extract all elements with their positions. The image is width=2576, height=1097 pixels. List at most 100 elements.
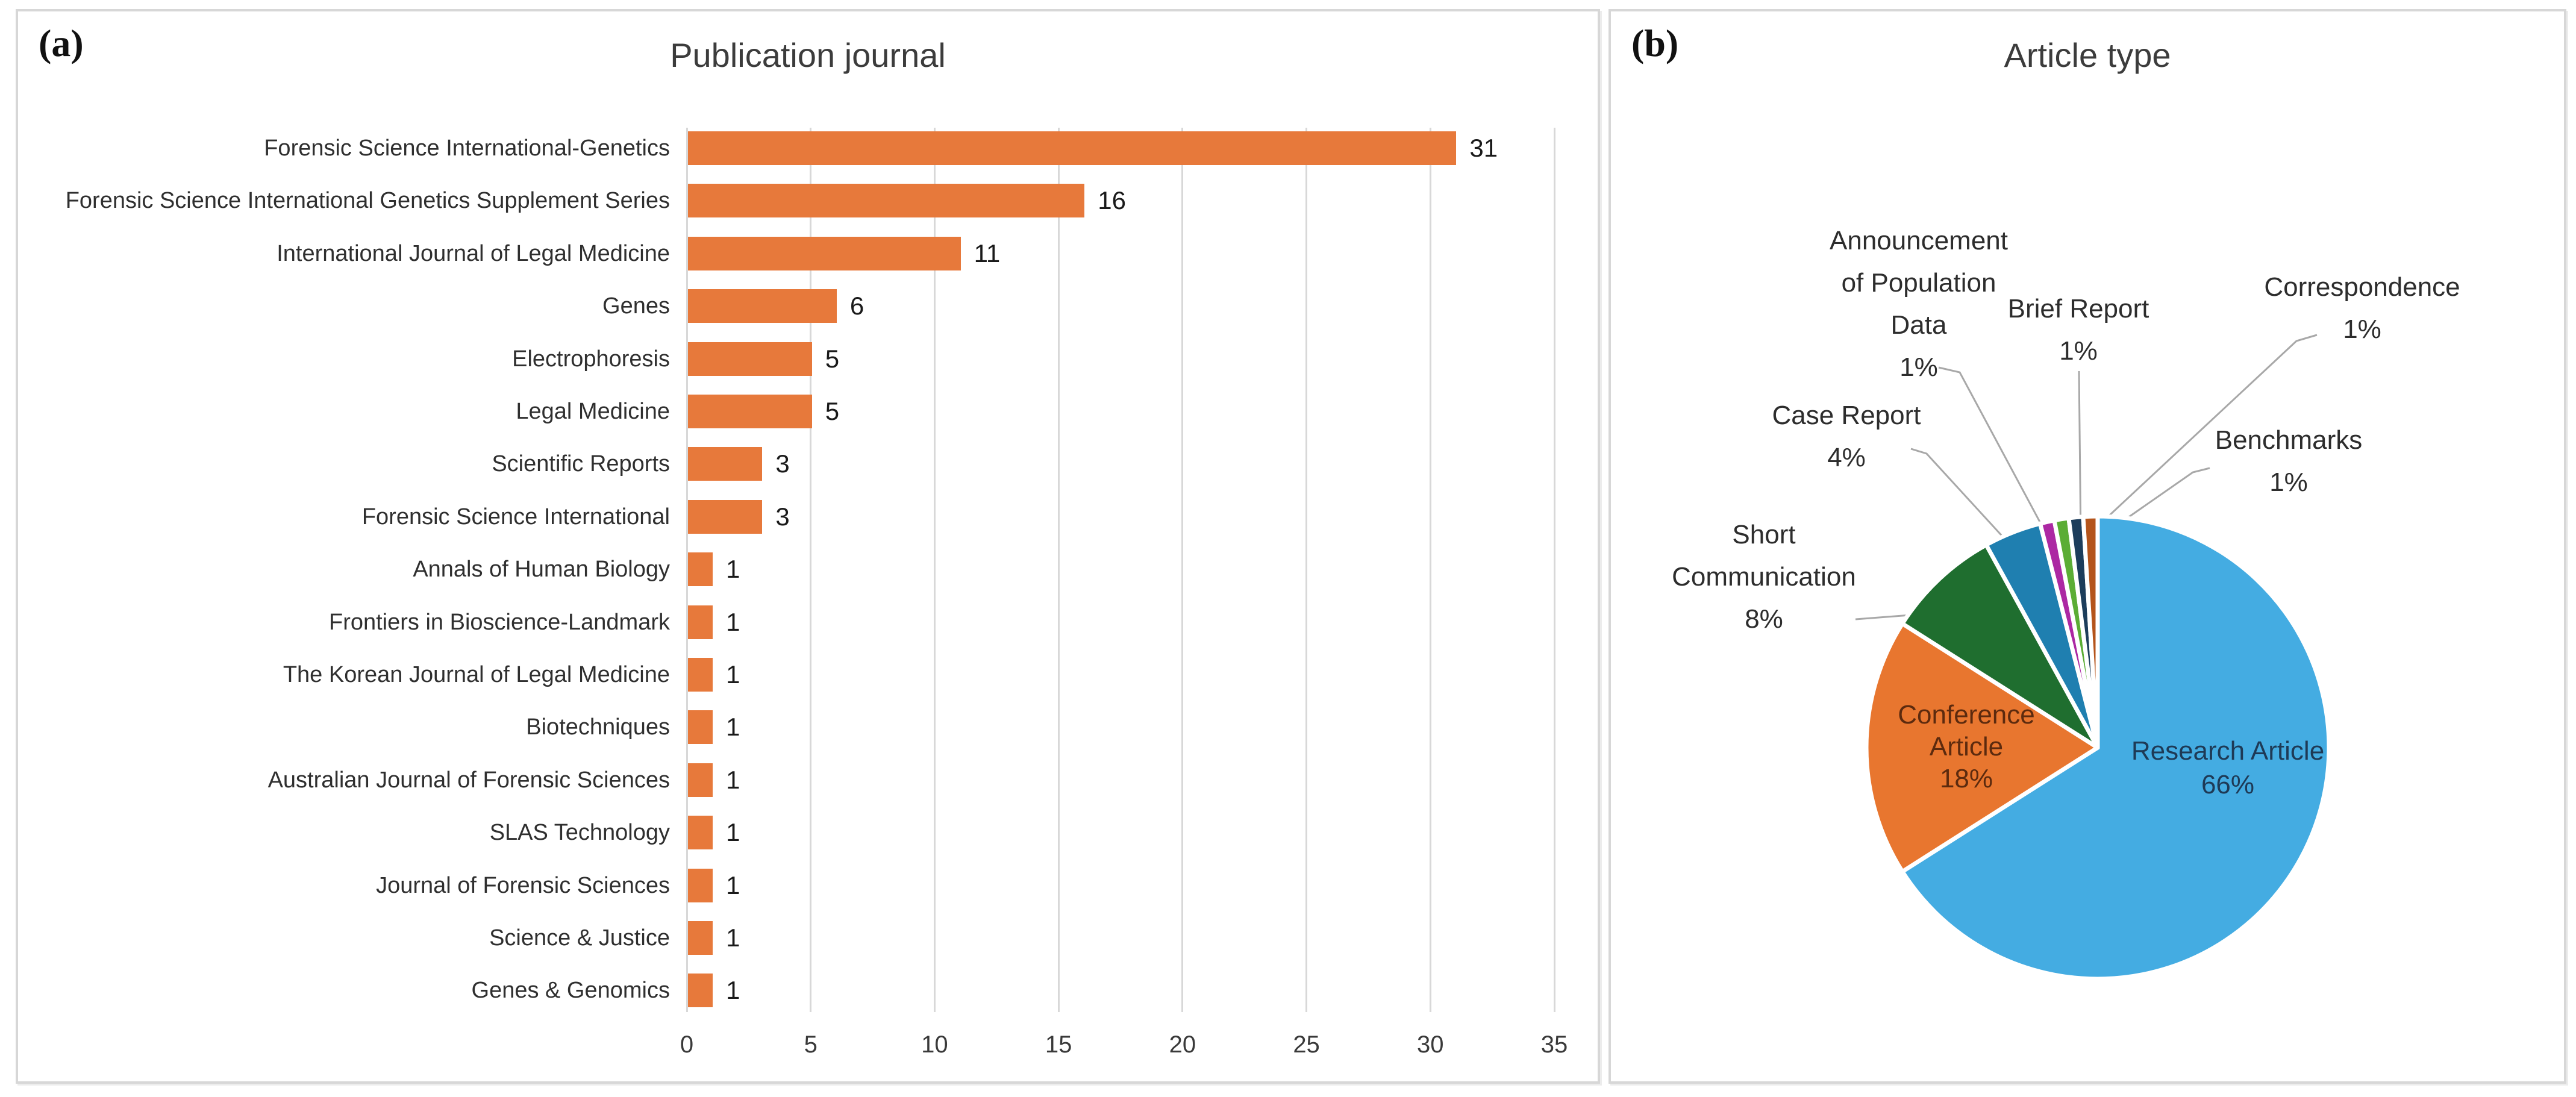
bar-international-journal-of-legal-medicine: [688, 236, 961, 270]
bar-value-label: 5: [825, 397, 840, 425]
pie-slice-label-short-communication: 8%: [1745, 604, 1783, 634]
pie-slice-label-brief-report: Brief Report: [2007, 294, 2149, 323]
x-axis-tick-label: 30: [1417, 1031, 1444, 1058]
bar-category-label: Forensic Science International: [361, 504, 670, 530]
pie-slice-label-correspondence: 1%: [2343, 314, 2381, 344]
panel-a-publication-journal: (a) Publication journal 0 5 10 15 20 25 30 35 Fo…: [16, 9, 1600, 1084]
bar-value-label: 16: [1098, 186, 1127, 215]
pie-leader-line-announcement-of-population-data: [1938, 366, 2051, 542]
bar-value-label: 6: [849, 292, 864, 320]
x-axis-tick-label: 0: [680, 1031, 694, 1058]
bar-category-label: International Journal of Legal Medicine: [277, 240, 670, 266]
pie-leader-line-correspondence: [2082, 334, 2318, 541]
bar-value-label: 1: [726, 713, 740, 742]
bar-biotechniques: [688, 710, 713, 745]
pie-chart-title: Article type: [2004, 36, 2171, 74]
bar-category-label: Science & Justice: [489, 925, 670, 951]
gridline: [810, 128, 812, 1012]
x-axis-tick-label: 25: [1293, 1031, 1320, 1058]
bar-genes-genomics: [688, 974, 713, 1008]
bar-forensic-science-international: [688, 499, 763, 534]
bar-forensic-science-international-genetics-supplement-series: [688, 184, 1085, 218]
pie-leader-line-case-report: [1910, 448, 2027, 563]
pie-slice-label-short-communication: Short: [1732, 520, 1796, 549]
bar-frontiers-in-bioscience-landmark: [688, 605, 713, 639]
bar-category-label: Scientific Reports: [492, 451, 670, 477]
bar-category-label: Genes: [602, 293, 670, 319]
bar-category-label: Annals of Human Biology: [413, 557, 670, 583]
bar-legal-medicine: [688, 395, 812, 428]
bar-category-label: Forensic Science International Genetics …: [65, 188, 670, 214]
bar-value-label: 1: [726, 660, 740, 689]
bar-value-label: 1: [726, 924, 740, 952]
bar-category-label: Frontiers in Bioscience-Landmark: [328, 609, 670, 635]
x-axis-tick-label: 20: [1169, 1031, 1196, 1058]
pie-slice-label-conference-article: 18%: [1939, 764, 1993, 793]
gridline: [1429, 128, 1431, 1012]
pie-leader-line-brief-report: [2078, 370, 2082, 543]
bar-category-label: SLAS Technology: [489, 820, 670, 846]
pie-slice-label-announcement-of-population-data: of Population: [1841, 268, 1996, 298]
panel-b-article-type: (b) Article type Research Article 66% Conf…: [1608, 9, 2566, 1084]
bar-category-label: Genes & Genomics: [471, 978, 670, 1004]
bar-value-label: 1: [726, 555, 740, 584]
bar-value-label: 1: [726, 976, 740, 1005]
gridline: [686, 128, 688, 1012]
bar-journal-of-forensic-sciences: [688, 868, 713, 902]
bar-value-label: 1: [726, 870, 740, 899]
pie-slice-label-announcement-of-population-data: 1%: [1899, 352, 1938, 382]
pie-slice-label-correspondence: Correspondence: [2264, 272, 2460, 302]
bar-australian-journal-of-forensic-sciences: [688, 763, 713, 797]
pie-leader-line-benchmarks: [2101, 467, 2210, 537]
bar-value-label: 3: [775, 502, 790, 531]
pie-slice-label-brief-report: 1%: [2059, 336, 2098, 366]
x-axis-tick-label: 35: [1540, 1031, 1568, 1058]
bar-annals-of-human-biology: [688, 552, 713, 587]
bar-scientific-reports: [688, 447, 763, 481]
pie-slice-label-research-article: 66%: [2201, 770, 2255, 799]
pie-slice-label-conference-article: Article: [1929, 732, 2004, 761]
pie-slice-benchmarks: [2081, 514, 2100, 750]
bar-category-label: Australian Journal of Forensic Sciences: [267, 767, 670, 793]
bar-electrophoresis: [688, 342, 812, 376]
bar-value-label: 31: [1469, 134, 1498, 162]
pie-slice-label-case-report: Case Report: [1772, 401, 1921, 430]
x-axis-tick-label: 5: [804, 1031, 818, 1058]
pie-slice-label-short-communication: Communication: [1672, 562, 1856, 592]
bar-category-label: Forensic Science International-Genetics: [264, 136, 670, 161]
pie-slice-research-article: [1900, 514, 2331, 981]
bar-chart-plot-area: 0 5 10 15 20 25 30 35 Forensic Science Internati…: [18, 11, 1598, 1081]
gridline: [1057, 128, 1060, 1012]
bar-value-label: 1: [726, 818, 740, 847]
pie-slice-label-case-report: 4%: [1827, 443, 1866, 472]
bar-category-label: Journal of Forensic Sciences: [376, 872, 670, 898]
pie-svg: [1855, 334, 2331, 981]
bar-value-label: 1: [726, 765, 740, 794]
bar-category-label: Biotechniques: [526, 714, 670, 740]
x-axis-tick-label: 15: [1045, 1031, 1072, 1058]
panel-a-tag: (a): [39, 22, 84, 64]
bar-value-label: 1: [726, 607, 740, 636]
pie-slice-label-benchmarks: Benchmarks: [2215, 425, 2363, 455]
pie-slice-label-conference-article: Conference: [1898, 700, 2035, 730]
gridline: [933, 128, 936, 1012]
bar-the-korean-journal-of-legal-medicine: [688, 658, 713, 692]
panel-b-tag: (b): [1631, 22, 1679, 64]
bar-category-label: The Korean Journal of Legal Medicine: [283, 662, 670, 687]
pie-slice-label-announcement-of-population-data: Data: [1890, 310, 1947, 340]
pie-chart-plot-area: Research Article 66% Conference Article 18% S…: [1611, 11, 2564, 1081]
pie-slice-label-announcement-of-population-data: Announcement: [1830, 226, 2008, 255]
pie-slice-label-research-article: Research Article: [2131, 736, 2325, 766]
bar-forensic-science-international-genetics: [688, 131, 1457, 165]
pie-slice-short-communication: [1900, 543, 2100, 750]
bar-value-label: 5: [825, 344, 840, 373]
pie-slice-conference-article: [1864, 621, 2100, 874]
gridline: [1553, 128, 1555, 1012]
bar-category-label: Electrophoresis: [512, 346, 670, 372]
bar-science-justice: [688, 921, 713, 955]
gridline: [1305, 128, 1308, 1012]
x-axis-tick-label: 10: [921, 1031, 948, 1058]
bar-slas-technology: [688, 816, 713, 850]
bar-value-label: 3: [775, 449, 790, 478]
pie-slice-label-benchmarks: 1%: [2269, 467, 2308, 497]
